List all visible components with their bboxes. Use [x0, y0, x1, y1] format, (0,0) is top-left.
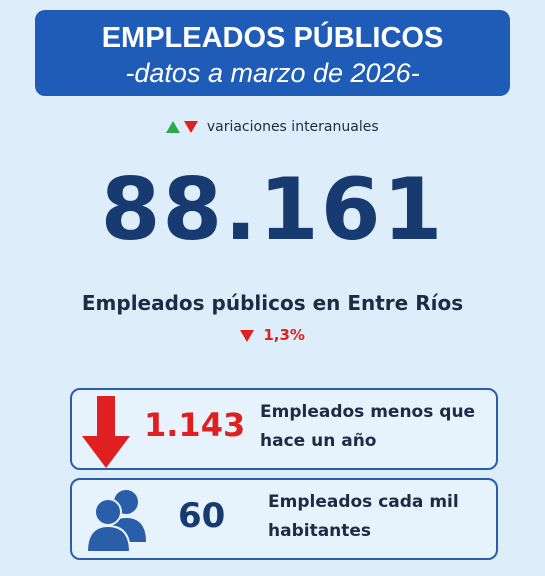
header: EMPLEADOS PÚBLICOS -datos a marzo de 202…: [35, 10, 510, 96]
stat-value: 60: [178, 496, 226, 536]
headline-change: 1,3%: [0, 326, 545, 344]
stat-label: Empleados cada mil habitantes: [268, 488, 459, 546]
stat-line: Empleados menos que: [260, 402, 476, 422]
stat-label: Empleados menos que hace un año: [260, 398, 475, 456]
down-arrow: [82, 396, 130, 468]
stat-line: hace un año: [260, 431, 377, 451]
up-icon: [166, 121, 181, 133]
stat-box: 60 Empleados cada mil habitantes: [70, 478, 498, 560]
legend: variaciones interanuales: [0, 119, 545, 135]
people-icon: [86, 490, 146, 552]
down-icon: [184, 121, 199, 133]
change-value: 1,3%: [263, 326, 305, 344]
subtitle: -datos a marzo de 2026-: [125, 58, 420, 88]
down-icon: [240, 329, 255, 342]
headline-value: 88.161: [100, 160, 445, 260]
stat-line: Empleados cada mil: [268, 492, 459, 512]
stat-line: habitantes: [268, 521, 372, 541]
stat-box: 1.143 Empleados menos que hace un año: [70, 388, 498, 470]
legend-label: variaciones interanuales: [206, 119, 379, 135]
headline-label: Empleados públicos en Entre Ríos: [81, 291, 464, 315]
stat-value: 1.143: [144, 406, 246, 444]
title: EMPLEADOS PÚBLICOS: [101, 22, 444, 54]
